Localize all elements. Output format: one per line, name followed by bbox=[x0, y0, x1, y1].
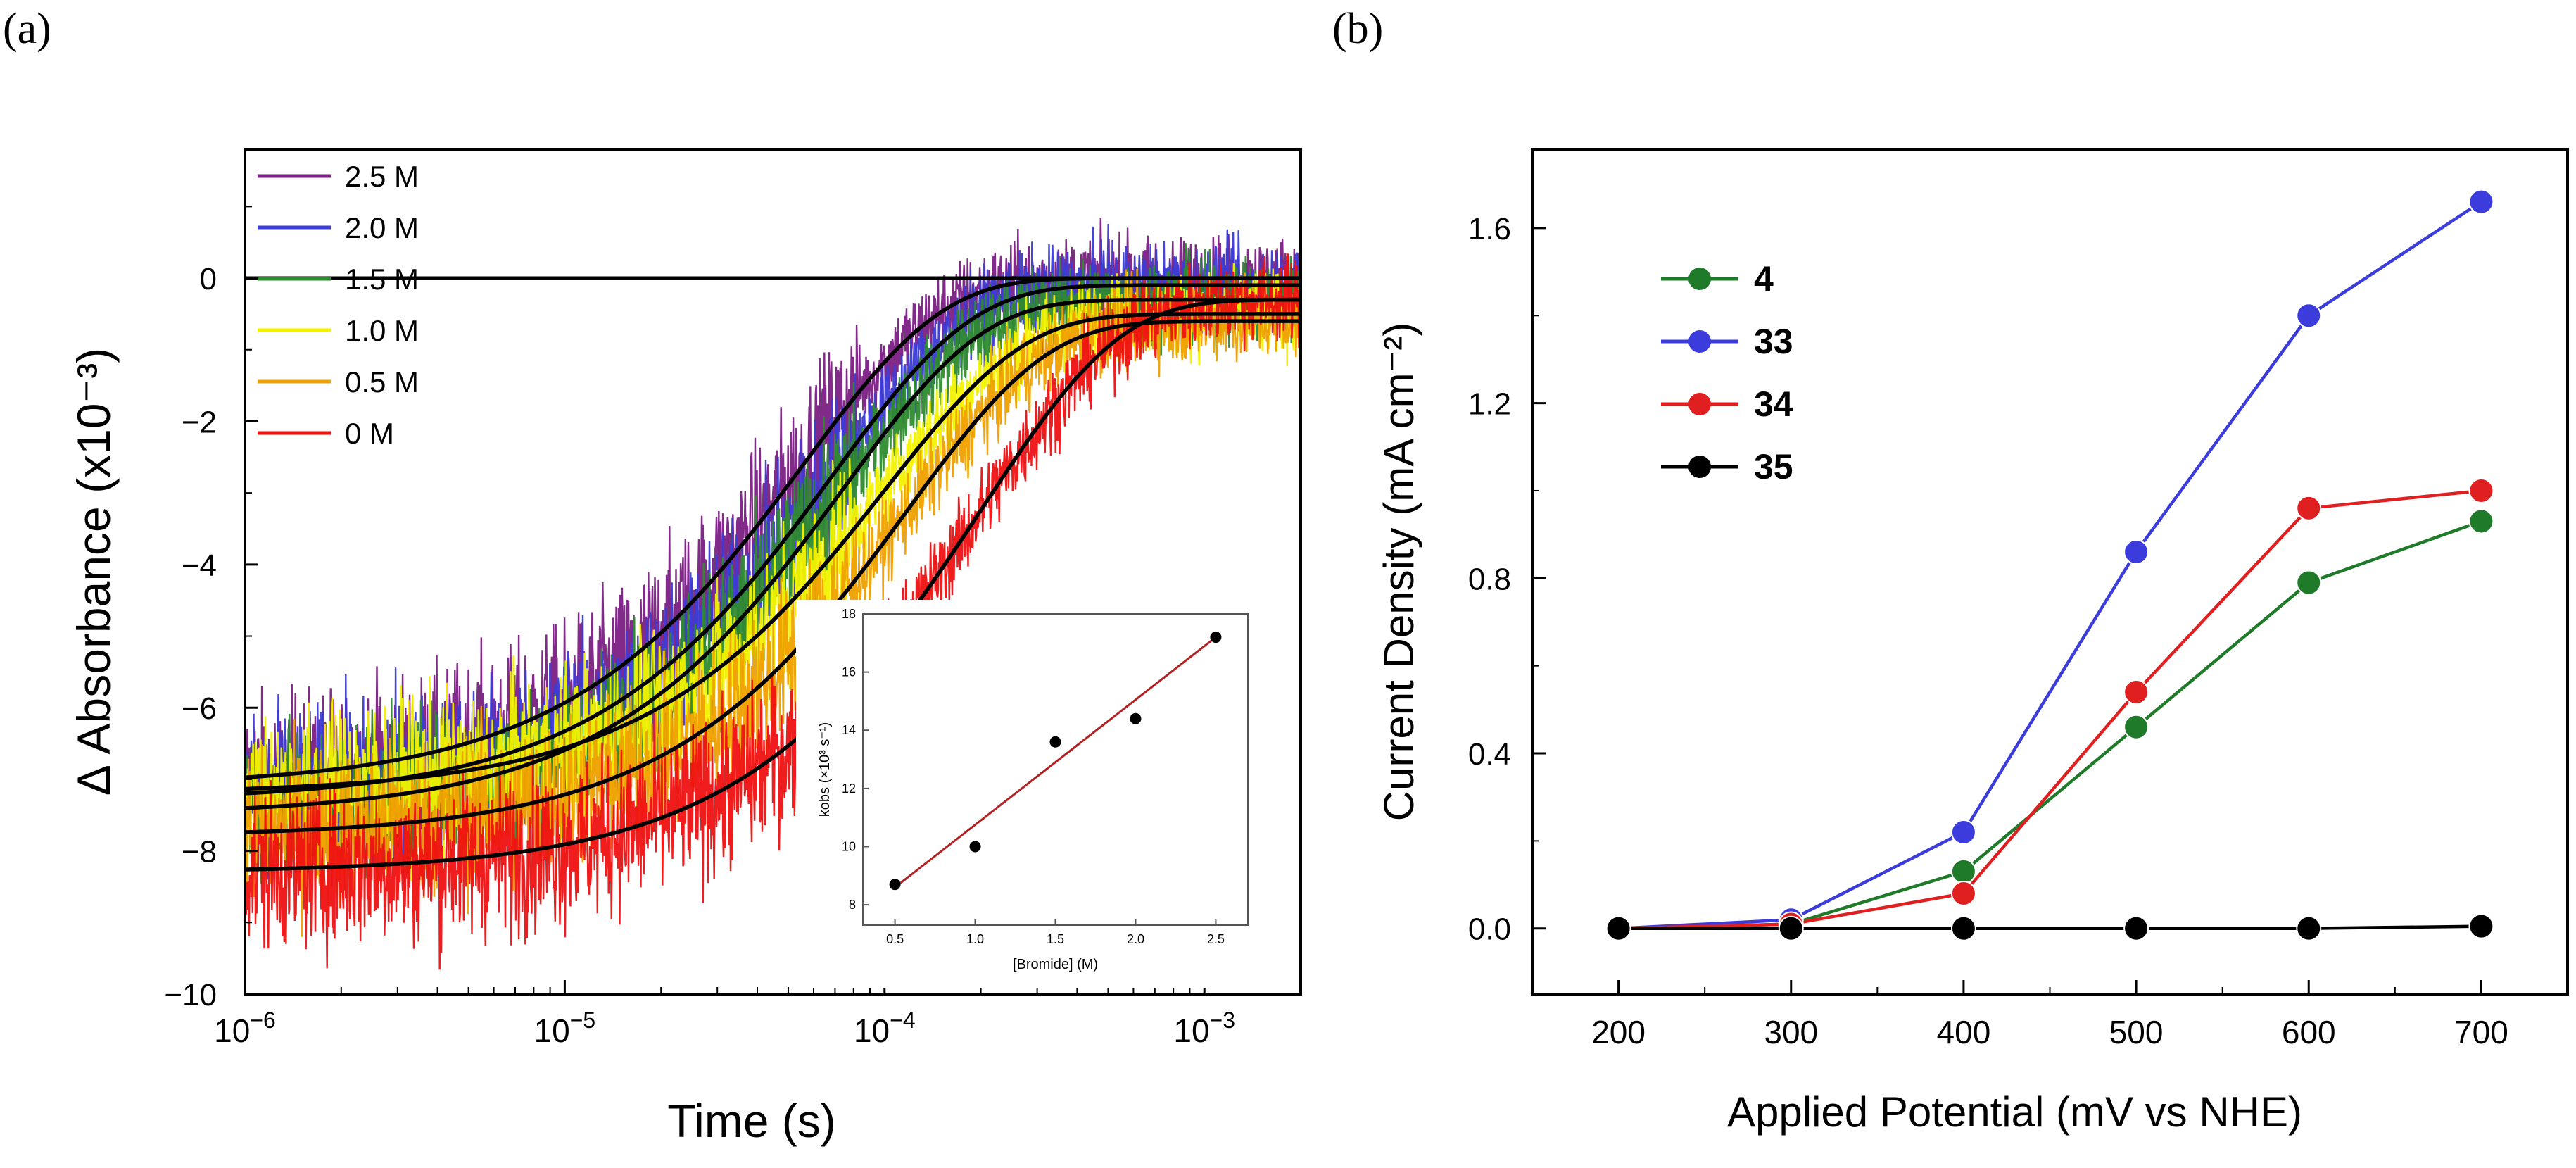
y-tick-label-a: −10 bbox=[164, 978, 217, 1012]
x-tick-label-b: 600 bbox=[2282, 1014, 2336, 1050]
inset-x-tick-label: 0.5 bbox=[886, 932, 904, 946]
inset-point bbox=[1130, 712, 1142, 724]
legend-label-a: 1.5 M bbox=[345, 263, 419, 296]
x-tick-label-b: 500 bbox=[2109, 1014, 2164, 1050]
plot-frame-a bbox=[244, 148, 1302, 996]
panel-b-label: (b) bbox=[1332, 5, 1384, 53]
inset-point bbox=[969, 841, 981, 853]
legend-label-a: 2.5 M bbox=[345, 160, 419, 193]
x-axis-title-b: Applied Potential (mV vs NHE) bbox=[1727, 1088, 2302, 1136]
point-33 bbox=[2296, 303, 2322, 329]
inset-point bbox=[1210, 632, 1222, 643]
point-34 bbox=[2296, 495, 2322, 521]
legend-marker-b bbox=[1688, 393, 1711, 415]
x-tick-label-b: 700 bbox=[2454, 1014, 2508, 1050]
legend-label-a: 2.0 M bbox=[345, 211, 419, 244]
point-35 bbox=[1778, 915, 1804, 941]
fit-2-0-M bbox=[245, 283, 1301, 796]
inset-x-tick-label: 2.0 bbox=[1127, 932, 1144, 946]
y-tick-label-b: 0.0 bbox=[1468, 912, 1511, 947]
point-34 bbox=[2468, 477, 2494, 503]
inset-x-tick-label: 1.0 bbox=[966, 932, 984, 946]
point-35 bbox=[2123, 915, 2149, 941]
legend-label-b: 4 bbox=[1754, 259, 1774, 299]
inset-y-tick-label: 8 bbox=[849, 898, 856, 912]
legend-marker-b bbox=[1688, 330, 1711, 353]
inset-y-tick-label: 14 bbox=[842, 723, 856, 737]
legend-label-b: 35 bbox=[1754, 447, 1793, 486]
point-34 bbox=[1950, 880, 1976, 906]
series-line-34 bbox=[1618, 489, 2482, 930]
point-35 bbox=[2296, 915, 2322, 941]
y-tick-label-a: −8 bbox=[182, 835, 217, 869]
point-33 bbox=[2468, 189, 2494, 215]
point-35 bbox=[1605, 915, 1631, 941]
inset-x-title: [Bromide] (M) bbox=[1013, 957, 1098, 972]
x-tick-label-b: 200 bbox=[1591, 1014, 1646, 1050]
y-tick-label-b: 0.8 bbox=[1468, 562, 1511, 596]
inset-point bbox=[1049, 736, 1061, 748]
inset-x-tick-label: 1.5 bbox=[1047, 932, 1064, 946]
y-tick-label-b: 1.2 bbox=[1468, 387, 1511, 422]
point-4 bbox=[2123, 714, 2149, 740]
series-line-33 bbox=[1618, 200, 2482, 930]
fit-1-0-M bbox=[245, 312, 1301, 791]
plot-frame-b bbox=[1531, 148, 2569, 996]
legend-label-b: 34 bbox=[1754, 384, 1793, 424]
series-line-35 bbox=[1618, 924, 2482, 930]
y-tick-label-b: 1.6 bbox=[1468, 212, 1511, 246]
inset-y-tick-label: 16 bbox=[842, 665, 856, 679]
inset-y-tick-label: 12 bbox=[842, 781, 856, 796]
inset-x-tick-label: 2.5 bbox=[1207, 932, 1225, 946]
point-4 bbox=[2468, 508, 2494, 534]
fit-1-5-M bbox=[245, 297, 1301, 810]
fit-0-M bbox=[245, 297, 1301, 872]
inset-y-tick-label: 18 bbox=[842, 607, 856, 621]
point-35 bbox=[1950, 915, 1976, 941]
y-tick-label-a: 0 bbox=[200, 262, 217, 296]
x-tick-label-a: 10−4 bbox=[854, 1007, 916, 1049]
y-tick-label-b: 0.4 bbox=[1468, 737, 1511, 772]
inset-fit-line bbox=[894, 636, 1217, 888]
inset-y-title: kobs (×10³ s⁻¹) bbox=[817, 722, 833, 817]
point-34 bbox=[2123, 679, 2149, 705]
x-tick-label-a: 10−3 bbox=[1173, 1007, 1235, 1049]
legend-label-a: 0.5 M bbox=[345, 365, 419, 398]
point-35 bbox=[2468, 913, 2494, 939]
panel-a-label: (a) bbox=[3, 5, 51, 53]
y-tick-label-a: −6 bbox=[182, 691, 217, 726]
legend-label-b: 33 bbox=[1754, 322, 1793, 361]
point-4 bbox=[2296, 570, 2322, 596]
x-tick-label-a: 10−5 bbox=[534, 1007, 596, 1049]
y-axis-title-b: Current Density (mA cm⁻²) bbox=[1375, 322, 1422, 821]
point-33 bbox=[2123, 539, 2149, 565]
x-tick-label-b: 400 bbox=[1937, 1014, 1991, 1050]
legend-label-a: 1.0 M bbox=[345, 314, 419, 347]
fit-0-5-M bbox=[245, 319, 1301, 834]
series-line-4 bbox=[1618, 520, 2482, 930]
y-axis-title-a: Δ Absorbance (x10⁻³) bbox=[68, 348, 120, 796]
point-4 bbox=[1950, 858, 1976, 884]
inset-point bbox=[889, 879, 901, 891]
legend-marker-b bbox=[1688, 456, 1711, 478]
inset-y-tick-label: 10 bbox=[842, 839, 856, 853]
x-tick-label-b: 300 bbox=[1764, 1014, 1818, 1050]
legend-label-a: 0 M bbox=[345, 417, 394, 450]
y-tick-label-a: −2 bbox=[182, 405, 217, 439]
y-tick-label-a: −4 bbox=[182, 548, 217, 583]
x-axis-title-a: Time (s) bbox=[667, 1095, 836, 1147]
point-33 bbox=[1950, 819, 1976, 845]
x-tick-label-a: 10−6 bbox=[214, 1007, 276, 1049]
legend-marker-b bbox=[1688, 268, 1711, 290]
inset-background bbox=[796, 600, 1265, 988]
